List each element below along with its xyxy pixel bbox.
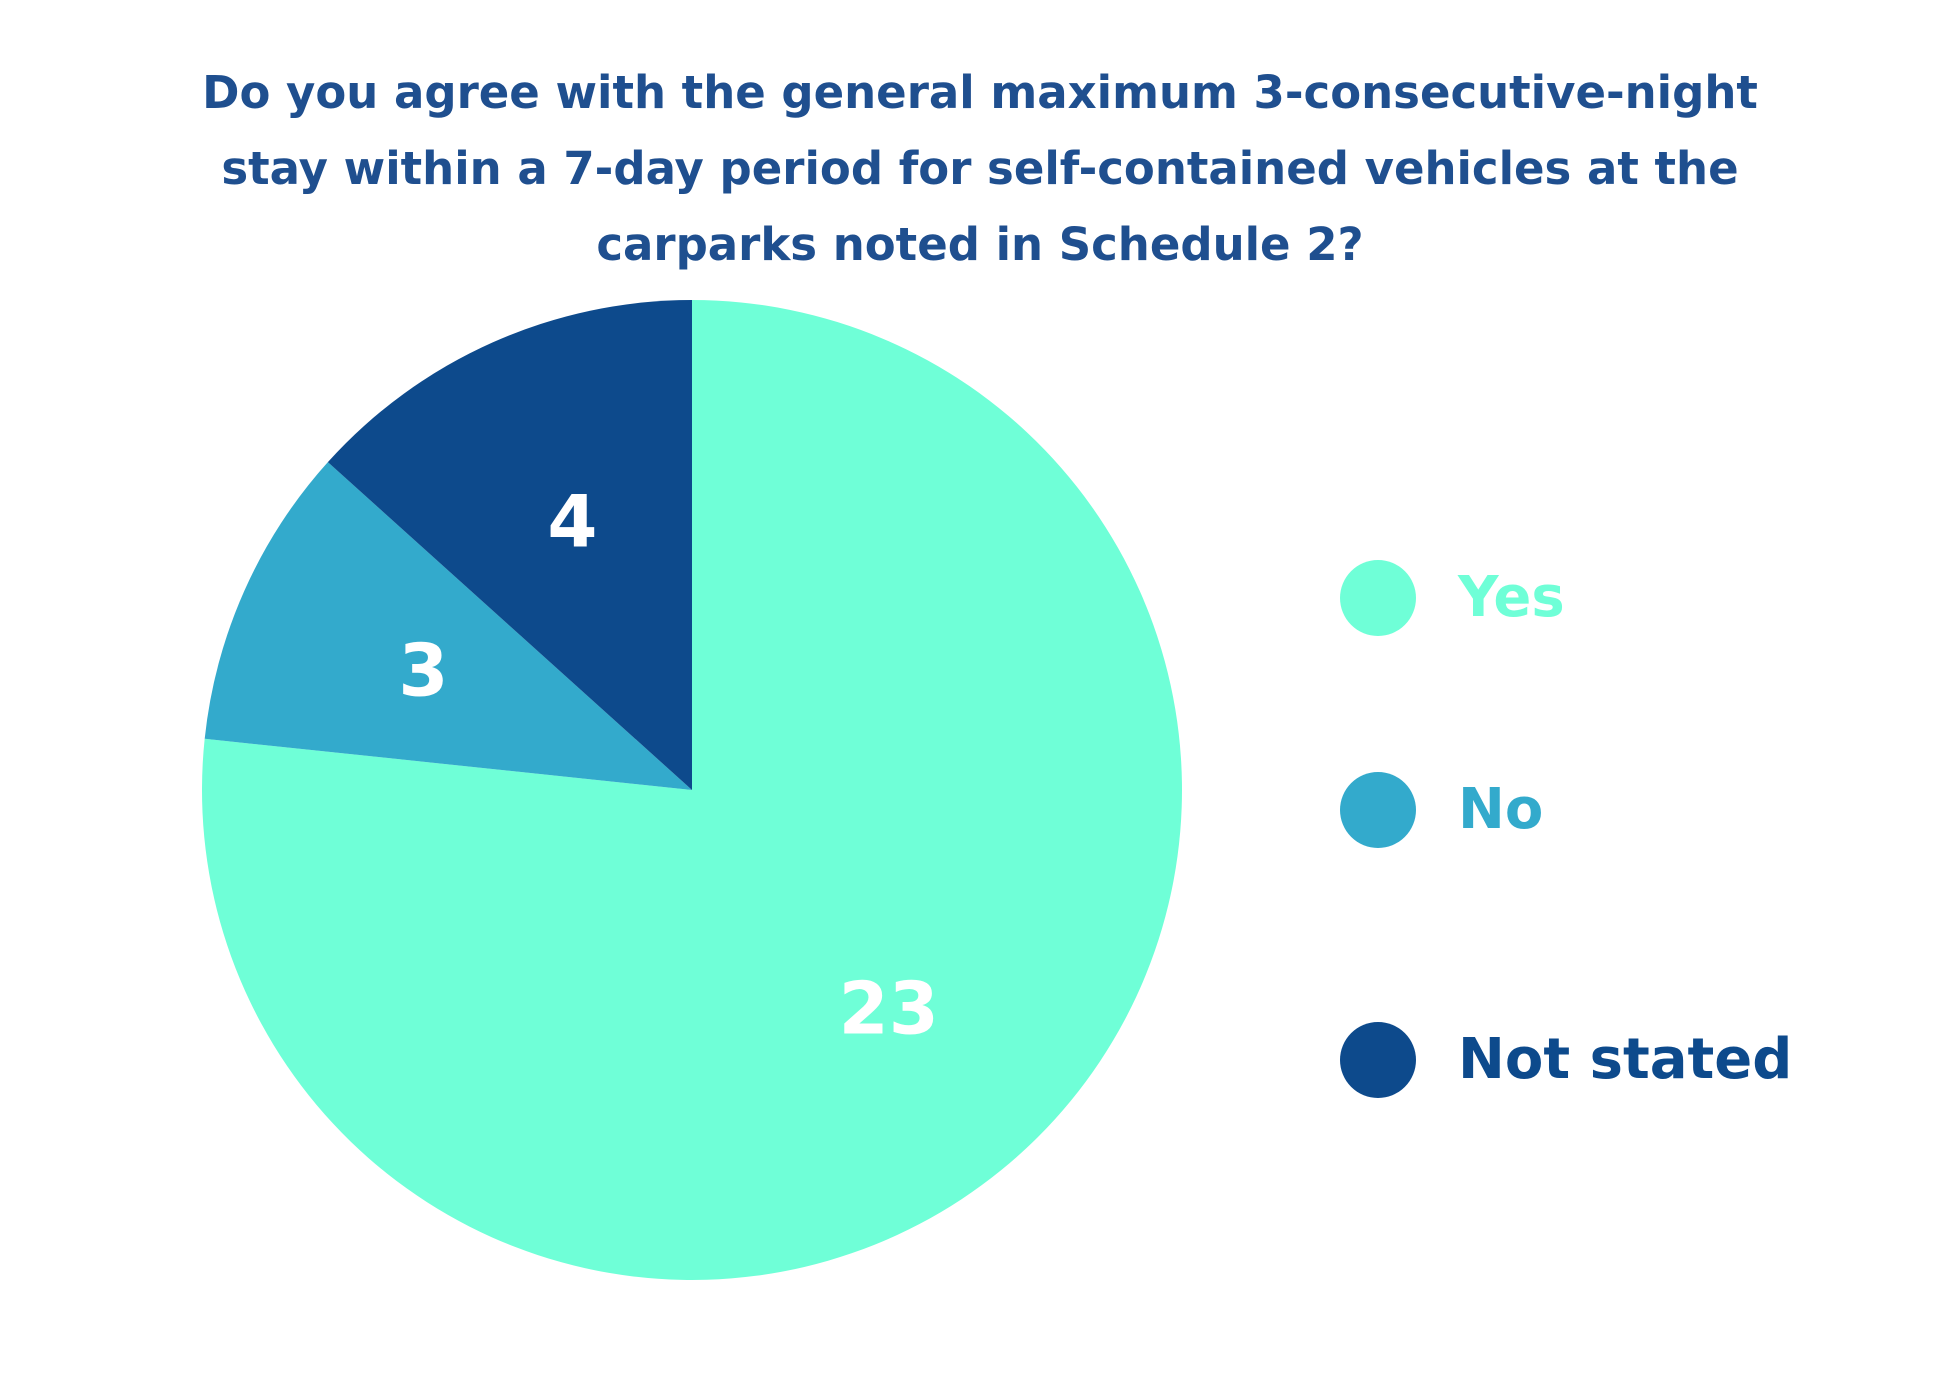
- pie-slice-yes: [201, 300, 1182, 1280]
- pie-slice-no: [204, 462, 692, 790]
- legend-label-yes: Yes: [1458, 565, 1565, 630]
- legend-swatch-yes: [1340, 560, 1416, 636]
- legend-item-no: No: [1340, 772, 1543, 848]
- legend: Yes No Not stated: [1340, 560, 1900, 1120]
- chart-title: Do you agree with the general maximum 3-…: [202, 66, 1758, 271]
- legend-label-not-stated: Not stated: [1458, 1027, 1793, 1092]
- legend-swatch-no: [1340, 772, 1416, 848]
- slice-value-label-no: 3: [398, 628, 448, 712]
- legend-item-yes: Yes: [1340, 560, 1565, 636]
- pie-slice-labels: 23 3 4: [398, 479, 938, 1050]
- legend-swatch-not-stated: [1340, 1022, 1416, 1098]
- pie-slice-not-stated: [327, 300, 692, 790]
- legend-item-not-stated: Not stated: [1340, 1022, 1792, 1098]
- legend-label-no: No: [1458, 777, 1544, 842]
- slice-value-label-yes: 23: [839, 966, 939, 1050]
- pie-slices: [201, 300, 1182, 1280]
- slice-value-label-not-stated: 4: [547, 479, 597, 563]
